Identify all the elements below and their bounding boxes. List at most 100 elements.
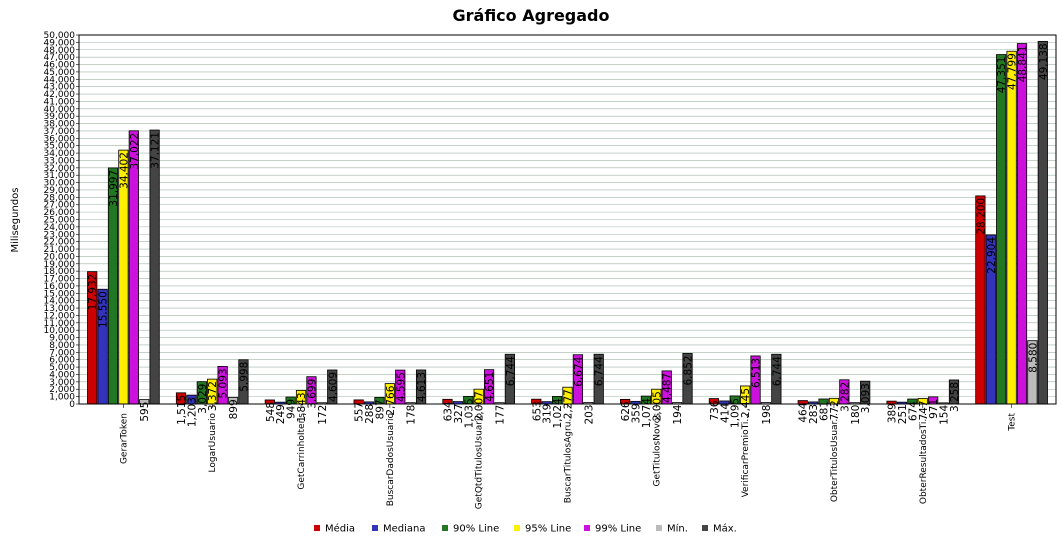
y-tick-label: 29,000 <box>44 186 76 196</box>
grid <box>79 34 1056 405</box>
data-label: 49,138 <box>1038 43 1050 80</box>
y-axis-label: Milisegundos <box>10 187 21 252</box>
data-label: 2,766 <box>385 385 397 415</box>
y-tick-label: 37,000 <box>44 127 76 137</box>
x-tick-label: BuscarDadosUsuario <box>386 413 396 507</box>
data-label: 1,024 <box>552 398 564 428</box>
data-label: 180 <box>850 405 862 425</box>
legend-swatch <box>702 525 708 531</box>
data-label: 1,095 <box>730 398 742 428</box>
y-tick-label: 49,000 <box>44 38 76 48</box>
data-label: 595 <box>139 402 151 422</box>
data-label: 3,699 <box>306 379 318 409</box>
data-label: 6,744 <box>594 356 606 386</box>
y-tick-label: 0 <box>69 400 75 410</box>
data-label: 28,200 <box>975 198 987 235</box>
data-label: 4,487 <box>662 373 674 403</box>
data-label: 15,550 <box>98 291 110 328</box>
x-tick-label: LogarUsuario <box>208 413 218 473</box>
bar <box>1037 40 1048 405</box>
data-label: 4,651 <box>484 372 496 402</box>
x-tick-label: ObterResultadosTi... <box>919 413 929 504</box>
data-label: 359 <box>631 403 643 423</box>
data-label: 47,799 <box>1007 53 1019 90</box>
y-tick-label: 30,000 <box>44 179 76 189</box>
data-label: 681 <box>819 401 831 421</box>
legend-entry: 99% Line <box>595 524 641 535</box>
y-tick-label: 16,000 <box>44 282 76 292</box>
plot-frame <box>78 34 1057 405</box>
y-tick-label: 11,000 <box>44 319 76 329</box>
data-label: 22,904 <box>986 237 998 274</box>
y-tick-label: 50,000 <box>44 31 76 41</box>
y-tick-label: 28,000 <box>44 193 76 203</box>
x-tick-label: VerificarPremioTi... <box>741 413 751 497</box>
x-tick-label: GetTitulosNovos <box>652 413 662 487</box>
y-tick-label: 13,000 <box>44 304 76 314</box>
data-label: 389 <box>887 403 899 423</box>
data-label: 674 <box>907 401 919 421</box>
y-tick-label: 12,000 <box>44 311 76 321</box>
data-label: 6,744 <box>505 356 517 386</box>
data-label: 249 <box>275 404 287 424</box>
y-tick-label: 20,000 <box>44 252 76 262</box>
y-tick-label: 34,000 <box>44 149 76 159</box>
y-tick-label: 38,000 <box>44 120 76 130</box>
y-tick-label: 8,000 <box>49 341 75 351</box>
data-label: 178 <box>406 405 418 425</box>
data-label: 4,613 <box>416 372 428 402</box>
y-tick-label: 15,000 <box>44 289 76 299</box>
y-tick-label: 3,000 <box>49 378 75 388</box>
data-label: 283 <box>808 404 820 424</box>
data-label: 194 <box>672 404 684 424</box>
y-tick-label: 2,000 <box>49 385 75 395</box>
y-tick-label: 31,000 <box>44 171 76 181</box>
y-tick-label: 35,000 <box>44 142 76 152</box>
data-label: 747 <box>918 400 930 420</box>
y-tick-label: 5,000 <box>49 363 75 373</box>
legend-entry: 90% Line <box>453 524 499 535</box>
data-label: 6,744 <box>771 356 783 386</box>
data-label: 2,445 <box>740 388 752 418</box>
y-tick-label: 39,000 <box>44 112 76 122</box>
x-tick-label: GetQtdTitulosUsuario <box>475 413 485 510</box>
data-label: 6,852 <box>683 355 695 385</box>
data-label: 772 <box>829 400 841 420</box>
data-label: 47,351 <box>996 57 1008 94</box>
data-label: 31,997 <box>108 170 120 207</box>
y-tick-label: 24,000 <box>44 223 76 233</box>
data-label: 37,022 <box>129 133 141 170</box>
data-label: 1,515 <box>176 395 188 425</box>
legend-swatch <box>314 525 320 531</box>
legend: Média Mediana 90% Line 95% Line 99% Line Mín.… <box>314 523 737 535</box>
bar <box>1006 50 1017 405</box>
y-tick-label: 47,000 <box>44 53 76 63</box>
legend-swatch <box>514 525 520 531</box>
x-tick-label: GetCarrinhoItens <box>297 413 307 490</box>
legend-entry: Mín. <box>667 523 688 535</box>
y-tick-label: 36,000 <box>44 134 76 144</box>
data-label: 327 <box>453 404 465 424</box>
data-label: 154 <box>939 405 951 425</box>
x-axis-ticks: GerarToken LogarUsuario GetCarrinhoItens Bu… <box>119 404 1018 510</box>
data-label: 414 <box>719 403 731 423</box>
y-tick-label: 7,000 <box>49 348 75 358</box>
y-tick-label: 25,000 <box>44 216 76 226</box>
data-label: 1,074 <box>641 398 653 428</box>
legend-swatch <box>442 525 448 531</box>
y-tick-label: 1,000 <box>49 393 75 403</box>
data-label: 899 <box>228 399 240 419</box>
data-label: 1,843 <box>296 392 308 422</box>
legend-entry: Máx. <box>713 523 737 535</box>
y-tick-label: 27,000 <box>44 201 76 211</box>
data-label: 319 <box>542 404 554 424</box>
data-label: 653 <box>531 401 543 421</box>
data-label: 3,093 <box>860 383 872 413</box>
y-tick-label: 17,000 <box>44 275 76 285</box>
y-tick-label: 18,000 <box>44 267 76 277</box>
data-label: 5,998 <box>238 362 250 392</box>
data-label: 5,093 <box>218 368 230 398</box>
data-label: 1,203 <box>186 397 198 427</box>
y-tick-label: 23,000 <box>44 230 76 240</box>
data-label: 736 <box>709 400 721 420</box>
